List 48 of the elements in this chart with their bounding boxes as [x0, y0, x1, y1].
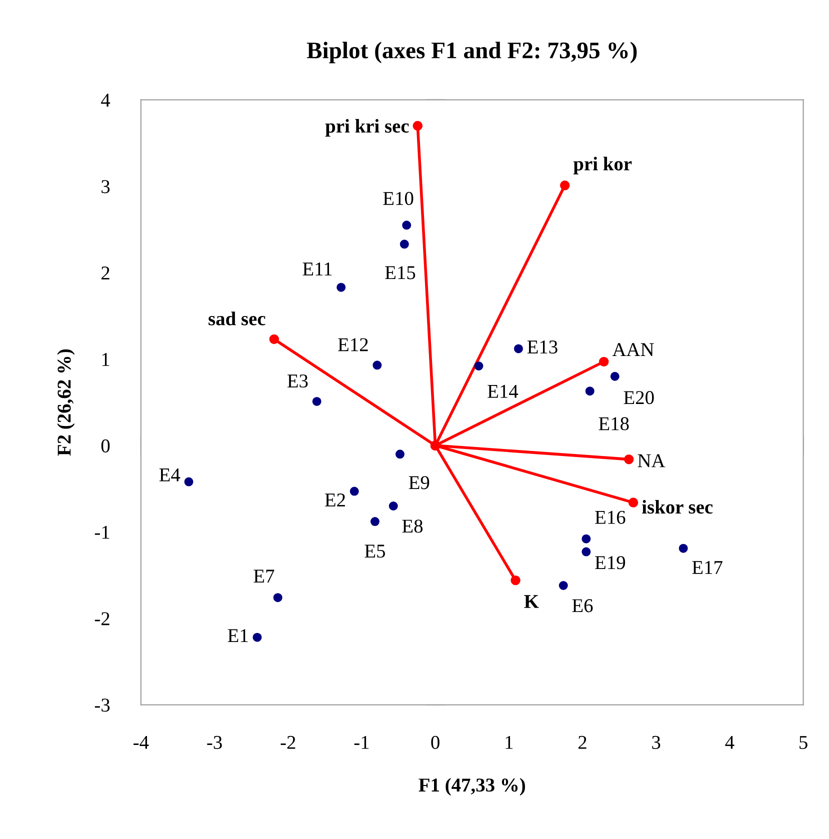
x-tick-label: 2 [578, 736, 586, 749]
data-label: E6 [572, 599, 593, 612]
data-label: E7 [254, 570, 274, 582]
x-axis-title: F1 (47,33 %) [418, 778, 525, 796]
x-tick-label: -2 [280, 736, 296, 749]
x-tick-label: 1 [506, 736, 513, 749]
data-label: E12 [338, 338, 368, 352]
data-label: E5 [364, 544, 386, 558]
data-label: E15 [385, 266, 416, 280]
y-tick-label: 2 [102, 266, 110, 280]
data-label: E18 [598, 417, 629, 430]
data-label: sad sec [208, 312, 266, 326]
y-tick-label: -2 [94, 612, 110, 626]
data-label: E17 [692, 561, 722, 574]
data-label: E11 [302, 262, 332, 276]
y-tick-label: 3 [102, 180, 110, 194]
x-tick-label: 0 [431, 736, 440, 749]
data-label: pri kor [573, 156, 632, 174]
data-label: AAN [612, 343, 654, 356]
x-tick-label: -4 [134, 736, 149, 749]
x-tick-label: 3 [652, 736, 660, 749]
data-label: iskor sec [642, 500, 713, 514]
data-label: E10 [383, 192, 414, 206]
x-tick-label: 4 [725, 736, 734, 749]
data-label: E19 [595, 556, 626, 570]
x-tick-label: -1 [354, 736, 369, 749]
data-label: E8 [402, 520, 423, 533]
data-label: E9 [408, 476, 430, 490]
y-tick-label: 1 [102, 353, 110, 366]
data-label: E2 [324, 494, 345, 506]
y-tick-label: 0 [101, 439, 110, 452]
y-tick-label: -1 [94, 526, 110, 539]
y-tick-label: 4 [101, 94, 110, 107]
y-tick-label: -3 [94, 698, 110, 712]
data-label: E20 [624, 391, 654, 404]
data-label: E1 [228, 629, 248, 642]
data-label: E4 [159, 468, 180, 482]
data-label: pri kri sec [325, 119, 409, 137]
data-label: E3 [287, 374, 308, 388]
data-label: E13 [527, 340, 558, 354]
data-label: NA [638, 454, 666, 468]
x-tick-label: -3 [207, 736, 222, 749]
data-label: K [524, 595, 539, 608]
y-axis-title: F2 (26,62 %) [57, 349, 75, 456]
chart-title: Biplot (axes F1 and F2: 73,95 %) [306, 42, 637, 64]
x-tick-label: 5 [800, 736, 808, 749]
data-label: E14 [488, 384, 518, 398]
data-label: E16 [595, 510, 626, 524]
